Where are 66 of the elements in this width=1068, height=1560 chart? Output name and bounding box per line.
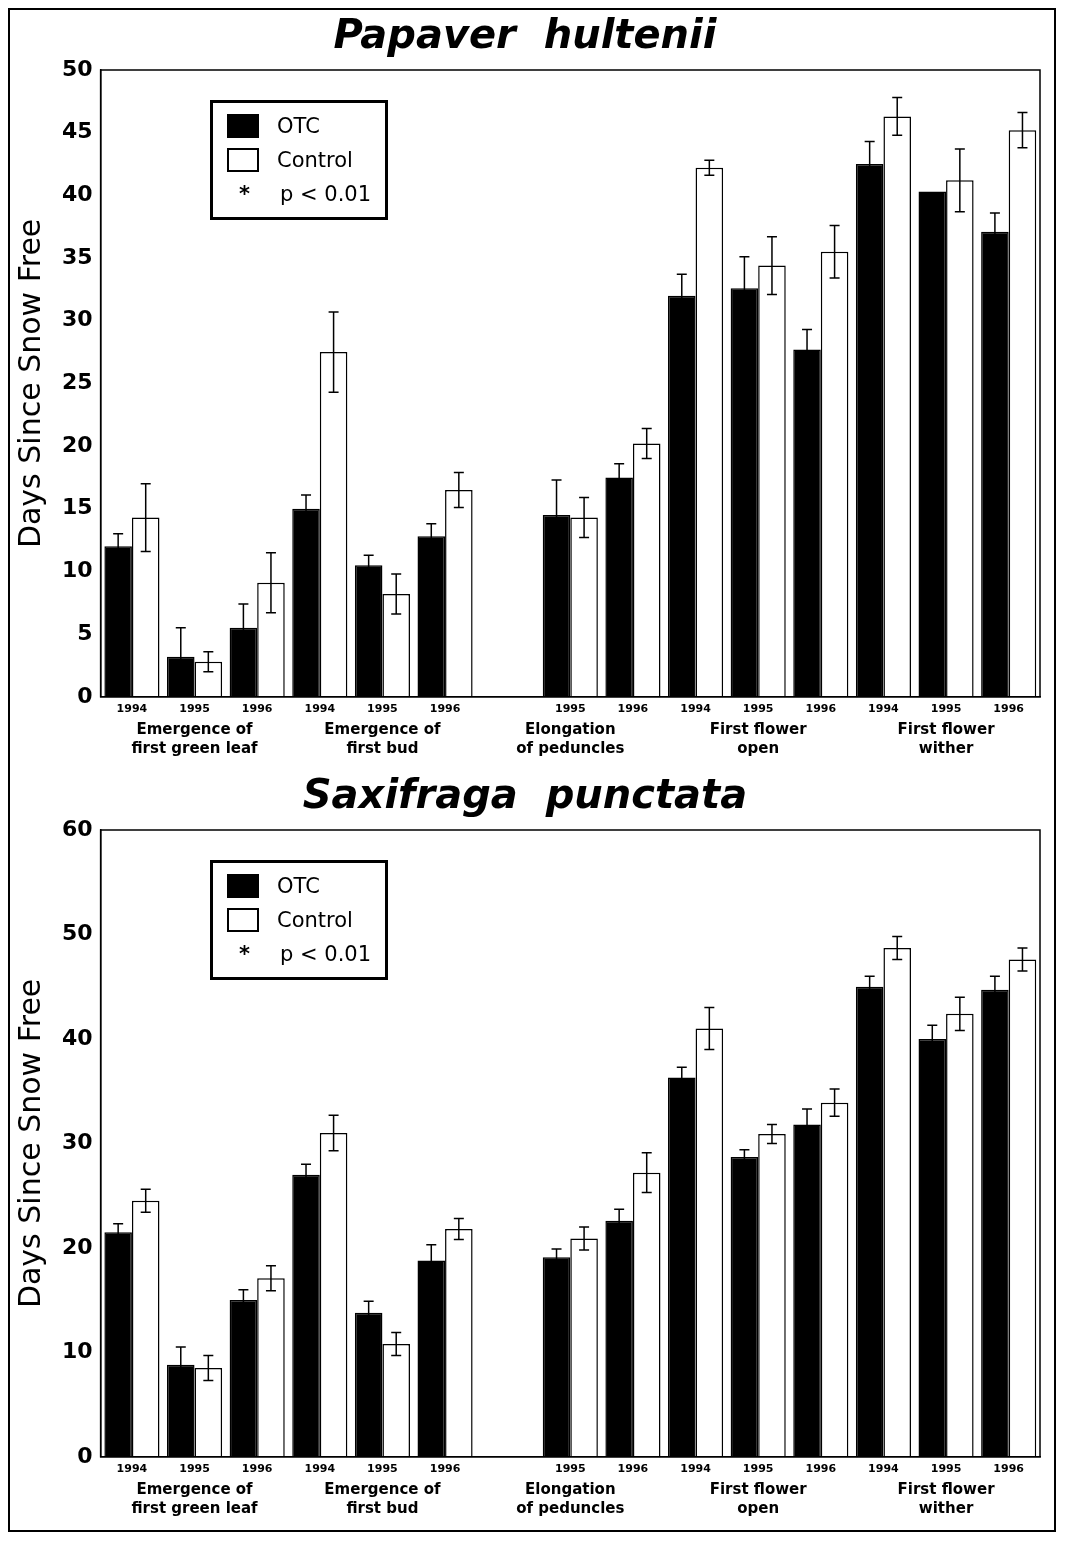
x-tick-label: 1994 xyxy=(680,1462,712,1476)
text: Elongation of peduncles xyxy=(516,1480,625,1518)
chart-title: Papaver hultenii xyxy=(333,11,718,58)
y-tick-label: 30 xyxy=(61,306,93,332)
x-tick-label: 1995 xyxy=(179,1462,210,1476)
x-tick-label: 1996 xyxy=(241,1462,273,1476)
text: Emergence of first bud xyxy=(324,1480,441,1518)
x-tick-label: 1995 xyxy=(930,1462,962,1476)
x-tick-label: 1996 xyxy=(241,702,273,716)
legend-label: OTC xyxy=(277,873,320,900)
y-tick-label: 20 xyxy=(61,431,93,457)
y-tick-label: 35 xyxy=(61,243,93,269)
x-tick-label: 1995 xyxy=(367,702,398,716)
x-tick-label: 1994 xyxy=(680,702,712,716)
legend-label: Control xyxy=(277,147,353,174)
x-tick-label: 1996 xyxy=(429,1462,461,1476)
text: First flower wither xyxy=(897,1480,996,1518)
x-tick-label: 1994 xyxy=(304,702,336,716)
x-tick-label: 1994 xyxy=(868,702,900,716)
text: Emergence of first bud xyxy=(324,720,441,758)
x-tick-label: 1994 xyxy=(868,1462,900,1476)
y-tick-label: 10 xyxy=(61,557,93,583)
y-tick-label: 30 xyxy=(61,1129,93,1155)
x-tick-label: 1996 xyxy=(617,702,649,716)
y-tick-label: 0 xyxy=(77,1442,93,1468)
y-tick-label: 60 xyxy=(61,815,93,841)
y-tick-label: 10 xyxy=(61,1338,93,1364)
y-tick-label: 20 xyxy=(61,1233,93,1259)
text: First flower open xyxy=(709,720,808,758)
x-tick-label: 1995 xyxy=(742,1462,774,1476)
x-tick-label: 1996 xyxy=(993,702,1025,716)
x-tick-label: 1995 xyxy=(555,702,586,716)
y-tick-label: 50 xyxy=(61,55,93,81)
x-tick-label: 1996 xyxy=(617,1462,649,1476)
y-tick-label: 0 xyxy=(77,682,93,708)
text: First flower open xyxy=(709,1480,808,1518)
x-tick-label: 1996 xyxy=(805,702,837,716)
y-tick-label: 45 xyxy=(61,118,93,144)
text: Emergence of first green leaf xyxy=(131,720,259,758)
x-tick-label: 1994 xyxy=(116,702,148,716)
x-tick-label: 1996 xyxy=(429,702,461,716)
chart-title: Saxifraga punctata xyxy=(302,771,748,818)
y-tick-label: 40 xyxy=(61,1024,93,1050)
y-tick-label: 50 xyxy=(61,920,93,946)
x-tick-label: 1994 xyxy=(116,1462,148,1476)
x-tick-label: 1995 xyxy=(742,702,774,716)
x-tick-label: 1995 xyxy=(930,702,962,716)
x-tick-label: 1994 xyxy=(304,1462,336,1476)
x-tick-label: 1995 xyxy=(367,1462,398,1476)
text: Emergence of first green leaf xyxy=(131,1480,259,1518)
legend-label: OTC xyxy=(277,113,320,140)
x-tick-label: 1996 xyxy=(993,1462,1025,1476)
y-tick-label: 25 xyxy=(61,369,93,395)
text: * p < 0.01 xyxy=(239,182,372,206)
legend-label: Control xyxy=(277,907,353,934)
y-axis-title: Days Since Snow Free xyxy=(11,218,47,549)
text: First flower wither xyxy=(897,720,996,758)
text: Elongation of peduncles xyxy=(516,720,625,758)
x-tick-label: 1995 xyxy=(555,1462,586,1476)
x-tick-label: 1995 xyxy=(179,702,210,716)
x-tick-label: 1996 xyxy=(805,1462,837,1476)
y-tick-label: 5 xyxy=(77,619,93,645)
y-axis-title: Days Since Snow Free xyxy=(11,978,47,1309)
text: * p < 0.01 xyxy=(239,942,372,966)
y-tick-label: 40 xyxy=(61,181,93,207)
y-tick-label: 15 xyxy=(61,494,93,520)
